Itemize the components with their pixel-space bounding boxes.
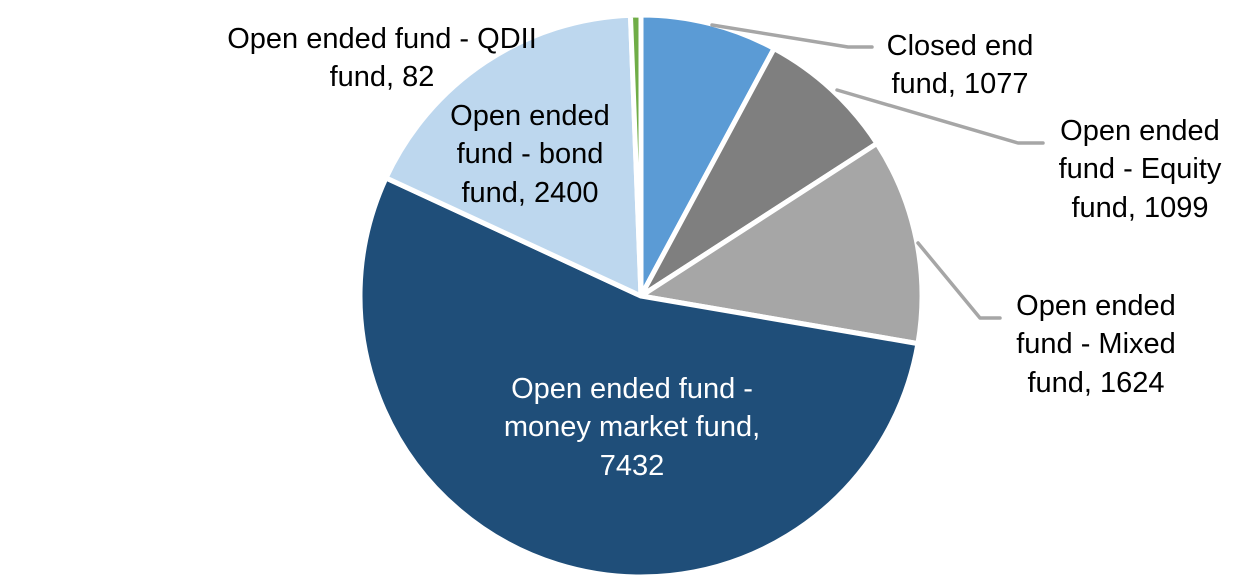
pie-slice-open-ended-fund-bond-fund <box>383 12 644 299</box>
pie-slice-open-ended-fund-qdii-fund <box>627 12 644 299</box>
data-label-closed-end-fund: Closed end fund, 1077 <box>886 30 1034 101</box>
pie-slice-open-ended-fund-mixed-fund <box>638 140 925 347</box>
leader-line-mixed-fund <box>916 241 1002 320</box>
pie-slices <box>357 12 925 580</box>
pie-slice-closed-end-fund <box>638 12 777 299</box>
pie-slice-open-ended-fund-money-market-fund <box>357 175 921 580</box>
leader-line-closed-end-fund <box>710 23 874 49</box>
pie-slice-open-ended-fund-equity-fund <box>638 46 880 299</box>
data-label-qdii-fund: Open ended fund - QDII fund, 82 <box>227 23 537 94</box>
data-label-money-market-fund: Open ended fund - money market fund, 743… <box>503 373 761 482</box>
data-label-bond-fund: Open ended fund - bond fund, 2400 <box>450 100 610 209</box>
data-label-equity-fund: Open ended fund - Equity fund, 1099 <box>1058 115 1222 224</box>
leader-line-equity-fund <box>835 88 1045 145</box>
data-label-mixed-fund: Open ended fund - Mixed fund, 1624 <box>1016 290 1176 399</box>
